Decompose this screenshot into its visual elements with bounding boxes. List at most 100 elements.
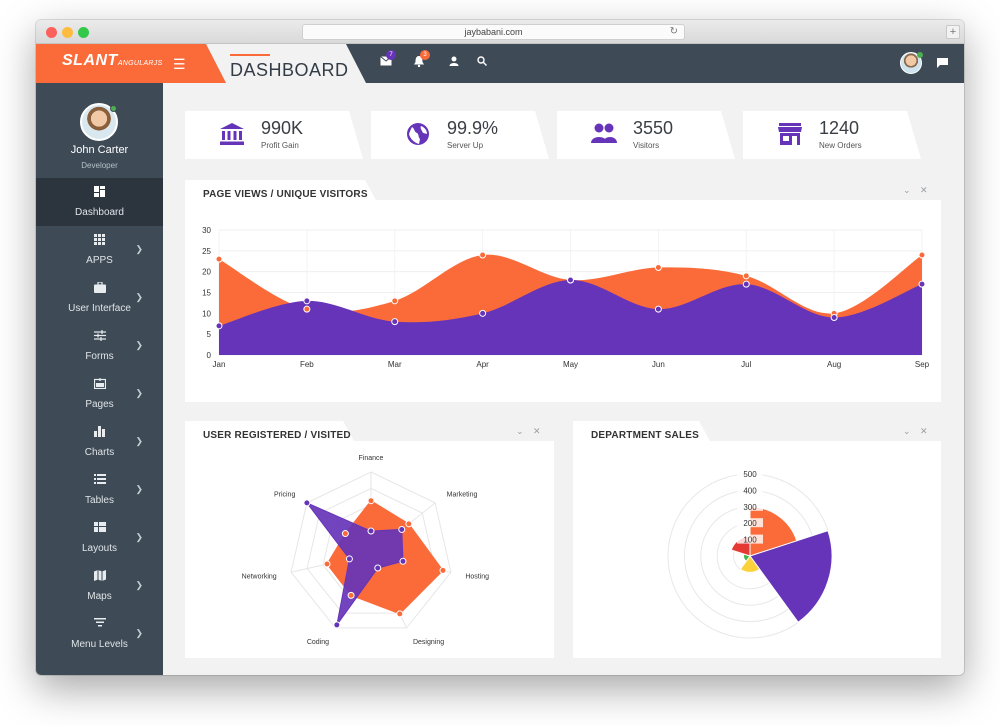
sidebar-item-label: Maps xyxy=(87,591,112,602)
radar-axis-label: Designing xyxy=(413,639,444,646)
browser-titlebar: jaybabani.com ↻ + xyxy=(36,20,964,44)
data-point-series-2 xyxy=(303,297,311,305)
sidebar-item-apps[interactable]: APPS ❯ xyxy=(36,226,163,274)
layout-icon xyxy=(36,522,163,535)
radar-series-2 xyxy=(305,501,404,626)
collapse-chevron-icon[interactable]: ⌄ xyxy=(516,426,524,436)
x-tick-label: Aug xyxy=(827,360,841,369)
url-text: jaybabani.com xyxy=(464,27,523,37)
chevron-right-icon: ❯ xyxy=(135,628,143,638)
polar-tick-label: 400 xyxy=(743,486,757,495)
y-tick-label: 0 xyxy=(207,351,212,360)
radar-point-series-2 xyxy=(374,564,382,572)
sidebar-item-label: Forms xyxy=(85,351,114,362)
panel-title-tab xyxy=(185,421,355,443)
page-title: DASHBOARD xyxy=(230,60,349,80)
x-tick-label: Jan xyxy=(213,360,226,369)
chevron-right-icon: ❯ xyxy=(135,292,143,302)
sidebar-item-layouts[interactable]: Layouts ❯ xyxy=(36,514,163,562)
chat-icon[interactable] xyxy=(937,58,948,71)
page-title-tab: DASHBOARD xyxy=(206,44,366,83)
stat-card-orders: 1240 New Orders xyxy=(743,111,921,159)
browser-window: jaybabani.com ↻ + SLANTANGULARJS ☰ DASHB… xyxy=(36,20,964,675)
stat-value: 1240 xyxy=(819,118,860,138)
sidebar-item-dashboard[interactable]: Dashboard xyxy=(36,178,163,226)
sidebar-item-label: Menu Levels xyxy=(71,639,128,650)
radar-axis-label: Marketing xyxy=(447,492,478,499)
sidebar-item-pages[interactable]: Pages ❯ xyxy=(36,370,163,418)
collapse-chevron-icon[interactable]: ⌄ xyxy=(903,426,911,436)
data-point-series-1 xyxy=(479,251,487,259)
panel-title-tab xyxy=(573,421,711,443)
sidebar-item-tables[interactable]: Tables ❯ xyxy=(36,466,163,514)
online-status-dot xyxy=(917,52,923,58)
stat-card-visitors: 3550 Visitors xyxy=(557,111,735,159)
minimize-window-button[interactable] xyxy=(62,27,73,38)
title-accent-line xyxy=(230,54,270,56)
new-tab-button[interactable]: + xyxy=(946,25,960,39)
panel-header: PAGE VIEWS / UNIQUE VISITORS ⌄ ✕ xyxy=(185,180,941,200)
sidebar-item-charts[interactable]: Charts ❯ xyxy=(36,418,163,466)
data-point-series-1 xyxy=(215,255,223,263)
radar-chart: Finance Marketing Hosting Designing Coding Ne… xyxy=(242,455,490,646)
radar-axis-label: Coding xyxy=(307,639,329,646)
radar-point-series-1 xyxy=(439,566,447,574)
panel-title: USER REGISTERED / VISITED xyxy=(203,430,351,441)
data-point-series-1 xyxy=(391,297,399,305)
chevron-right-icon: ❯ xyxy=(135,580,143,590)
logo-sub: ANGULARJS xyxy=(117,60,163,67)
sidebar-item-label: User Interface xyxy=(68,303,131,314)
y-tick-label: 15 xyxy=(202,289,211,298)
address-bar[interactable]: jaybabani.com ↻ xyxy=(302,24,685,40)
header-avatar[interactable] xyxy=(900,52,923,74)
sidebar-nav: Dashboard APPS ❯ User Interface ❯ Forms … xyxy=(36,178,163,658)
polar-tick-backdrop xyxy=(737,485,763,495)
data-point-series-2 xyxy=(830,314,838,321)
x-tick-label: Jul xyxy=(741,360,751,369)
filter-icon xyxy=(36,618,163,630)
y-tick-label: 25 xyxy=(202,247,211,256)
panel-header: USER REGISTERED / VISITED ⌄ ✕ xyxy=(185,421,554,441)
polar-tick-label: 300 xyxy=(743,503,757,512)
close-icon[interactable]: ✕ xyxy=(920,185,928,195)
radar-grid-ring xyxy=(306,487,436,614)
main-content: 990K Profit Gain 99.9% Server Up 3550 Vi… xyxy=(163,83,964,675)
mail-icon[interactable]: 7 xyxy=(380,50,396,69)
notification-bell-icon[interactable]: 3 xyxy=(414,50,430,70)
sliders-icon xyxy=(36,330,163,344)
radar-point-series-1 xyxy=(347,591,355,599)
maximize-window-button[interactable] xyxy=(78,27,89,38)
sidebar-item-forms[interactable]: Forms ❯ xyxy=(36,322,163,370)
radar-point-series-1 xyxy=(405,520,413,528)
data-point-series-1 xyxy=(742,272,750,280)
sidebar-item-maps[interactable]: Maps ❯ xyxy=(36,562,163,610)
close-window-button[interactable] xyxy=(46,27,57,38)
radar-point-series-1 xyxy=(367,497,375,505)
search-icon[interactable] xyxy=(477,56,487,69)
x-tick-label: Jun xyxy=(652,360,665,369)
data-point-series-2 xyxy=(479,309,487,317)
user-icon[interactable] xyxy=(449,56,459,69)
close-icon[interactable]: ✕ xyxy=(920,426,928,436)
data-point-series-1 xyxy=(303,305,311,313)
close-icon[interactable]: ✕ xyxy=(533,426,541,436)
sidebar-item-menu-levels[interactable]: Menu Levels ❯ xyxy=(36,610,163,658)
reload-icon[interactable]: ↻ xyxy=(669,26,678,37)
polar-chart: 100 200 300 400 500 xyxy=(667,469,833,639)
app-logo[interactable]: SLANTANGULARJS xyxy=(62,52,163,70)
stat-card-server: 99.9% Server Up xyxy=(371,111,549,159)
y-tick-label: 5 xyxy=(207,330,212,339)
chevron-right-icon: ❯ xyxy=(135,484,143,494)
polar-tick-label: 200 xyxy=(743,519,757,528)
chevron-right-icon: ❯ xyxy=(135,244,143,254)
sidebar-item-label: Dashboard xyxy=(75,207,124,218)
collapse-chevron-icon[interactable]: ⌄ xyxy=(903,185,911,195)
user-registered-panel: USER REGISTERED / VISITED ⌄ ✕ Finance Mar… xyxy=(185,421,554,658)
radar-axis-label: Networking xyxy=(242,574,277,581)
data-point-series-2 xyxy=(567,276,574,284)
data-point-series-1 xyxy=(654,264,662,271)
menu-toggle-icon[interactable]: ☰ xyxy=(173,56,186,72)
y-tick-label: 20 xyxy=(202,268,211,277)
user-avatar[interactable] xyxy=(80,103,118,141)
sidebar-item-user-interface[interactable]: User Interface ❯ xyxy=(36,274,163,322)
